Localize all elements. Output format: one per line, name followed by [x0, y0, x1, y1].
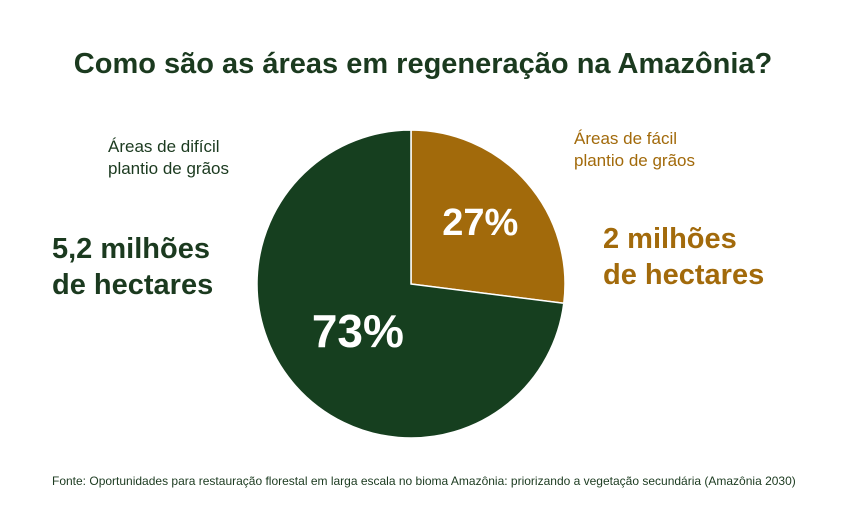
percent-label-easy: 27%	[442, 202, 518, 244]
source-note: Fonte: Oportunidades para restauração fl…	[52, 474, 796, 488]
difficult-area-label-line1: Áreas de difícil	[108, 137, 220, 156]
difficult-area-value: 5,2 milhões de hectares	[52, 231, 213, 303]
easy-area-label-line2: plantio de grãos	[574, 151, 695, 170]
easy-area-label-line1: Áreas de fácil	[574, 129, 677, 148]
difficult-area-value-line1: 5,2 milhões	[52, 233, 210, 265]
easy-area-value-line1: 2 milhões	[603, 223, 737, 255]
chart-title: Como são as áreas em regeneração na Amaz…	[73, 48, 773, 80]
difficult-area-label-line2: plantio de grãos	[108, 159, 229, 178]
pie-slice-difficult	[256, 129, 565, 439]
difficult-area-label: Áreas de difícil plantio de grãos	[108, 136, 229, 180]
percent-label-difficult: 73%	[312, 305, 404, 357]
easy-area-label: Áreas de fácil plantio de grãos	[574, 128, 695, 172]
easy-area-value-line2: de hectares	[603, 259, 765, 291]
pie-slice-easy	[410, 129, 566, 305]
easy-area-value: 2 milhões de hectares	[603, 221, 764, 293]
difficult-area-value-line2: de hectares	[52, 269, 214, 301]
